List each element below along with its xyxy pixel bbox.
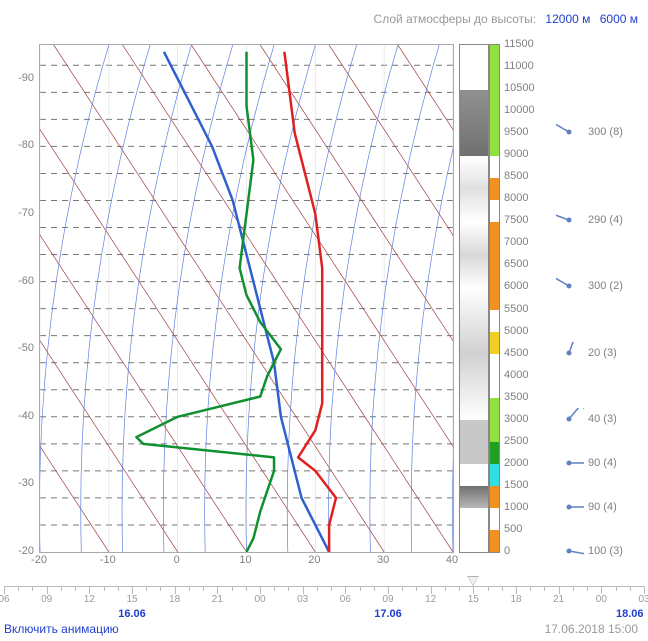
wind-barb: 300 (2) — [556, 275, 623, 297]
height-tick-label: 7500 — [504, 214, 528, 226]
height-tick-label: 5000 — [504, 325, 528, 337]
time-axis[interactable]: 0609121518210003060912151821000316.0617.… — [4, 576, 644, 622]
height-tick-label: 11500 — [504, 38, 534, 50]
time-tick-label: 00 — [596, 594, 607, 605]
day-label: 17.06 — [374, 608, 402, 620]
time-tick-label: 03 — [297, 594, 308, 605]
sounding-plot — [39, 44, 454, 553]
height-tick-label: 10500 — [504, 82, 535, 94]
time-tick-label: 03 — [638, 594, 648, 605]
wind-barb: 290 (4) — [556, 209, 623, 231]
sounding-widget: Слой атмосферы до высоты: 12000 м 6000 м… — [0, 0, 648, 641]
height-tick-label: 0 — [504, 545, 510, 557]
wind-column: 300 (8) 290 (4) 300 (2) 20 (3) 40 (3) 90 (4) 9… — [556, 44, 644, 551]
x-axis-labels: -20-10010203040 — [39, 554, 452, 570]
y-tick-label: -60 — [18, 275, 34, 287]
height-tick-label: 10000 — [504, 104, 535, 116]
x-tick-label: -20 — [31, 554, 47, 566]
y-tick-label: -50 — [18, 342, 34, 354]
height-tick-label: 5500 — [504, 303, 528, 315]
time-tick-label: 18 — [510, 594, 521, 605]
time-tick-label: 15 — [126, 594, 137, 605]
height-tick-label: 11000 — [504, 60, 534, 72]
wind-barb: 20 (3) — [556, 342, 617, 364]
height-tick-label: 9500 — [504, 126, 528, 138]
x-tick-label: 0 — [174, 554, 180, 566]
height-tick-label: 6000 — [504, 280, 528, 292]
height-tick-label: 8000 — [504, 192, 528, 204]
layer-colorstrip — [489, 44, 500, 553]
cloud-colorbar — [459, 44, 489, 553]
time-tick-label: 21 — [212, 594, 223, 605]
wind-label: 290 (4) — [588, 214, 623, 226]
time-tick-label: 12 — [425, 594, 436, 605]
height-tick-label: 4000 — [504, 369, 528, 381]
day-label: 16.06 — [118, 608, 146, 620]
y-tick-label: -30 — [18, 477, 34, 489]
height-tick-label: 8500 — [504, 170, 528, 182]
x-tick-label: 40 — [446, 554, 458, 566]
x-tick-label: -10 — [100, 554, 116, 566]
wind-barb: 40 (3) — [556, 408, 617, 430]
time-tick-label: 15 — [468, 594, 479, 605]
layer-label: Слой атмосферы до высоты: — [374, 12, 537, 26]
height-tick-label: 3500 — [504, 391, 528, 403]
wind-label: 20 (3) — [588, 347, 617, 359]
wind-barb: 100 (3) — [556, 540, 623, 562]
time-tick-label: 21 — [553, 594, 564, 605]
height-tick-label: 9000 — [504, 148, 528, 160]
height-tick-label: 2500 — [504, 435, 528, 447]
time-tick-label: 09 — [382, 594, 393, 605]
time-tick-label: 09 — [41, 594, 52, 605]
y-tick-label: -70 — [18, 207, 34, 219]
y-axis-labels: -90-80-70-60-50-40-30-20 — [4, 44, 36, 551]
y-tick-label: -80 — [18, 139, 34, 151]
wind-barb: 90 (4) — [556, 496, 617, 518]
height-tick-label: 7000 — [504, 236, 528, 248]
wind-barb: 90 (4) — [556, 452, 617, 474]
current-time-label: 17.06.2018 15:00 — [545, 622, 638, 636]
height-tick-label: 1500 — [504, 479, 528, 491]
height-tick-label: 6500 — [504, 258, 528, 270]
time-tick-label: 06 — [0, 594, 10, 605]
wind-label: 300 (8) — [588, 126, 623, 138]
x-tick-label: 30 — [377, 554, 389, 566]
wind-label: 90 (4) — [588, 501, 617, 513]
height-tick-label: 4500 — [504, 347, 528, 359]
height-labels: 0500100015002000250030003500400045005000… — [504, 44, 548, 551]
layer-link-6000[interactable]: 6000 м — [600, 12, 638, 26]
height-tick-label: 3000 — [504, 413, 528, 425]
wind-barb: 300 (8) — [556, 121, 623, 143]
time-tick-label: 18 — [169, 594, 180, 605]
height-tick-label: 2000 — [504, 457, 528, 469]
x-tick-label: 20 — [308, 554, 320, 566]
time-tick-label: 00 — [254, 594, 265, 605]
height-tick-label: 1000 — [504, 501, 528, 513]
time-marker[interactable] — [467, 576, 479, 586]
time-tick-label: 06 — [340, 594, 351, 605]
layer-link-12000[interactable]: 12000 м — [545, 12, 590, 26]
height-tick-label: 500 — [504, 523, 522, 535]
wind-label: 100 (3) — [588, 545, 623, 557]
animation-toggle[interactable]: Включить анимацию — [4, 622, 119, 636]
layer-selector: Слой атмосферы до высоты: 12000 м 6000 м — [374, 12, 638, 26]
x-tick-label: 10 — [239, 554, 251, 566]
day-label: 18.06 — [616, 608, 644, 620]
y-tick-label: -40 — [18, 410, 34, 422]
wind-label: 40 (3) — [588, 413, 617, 425]
wind-label: 90 (4) — [588, 457, 617, 469]
time-tick-label: 12 — [84, 594, 95, 605]
y-tick-label: -90 — [18, 72, 34, 84]
wind-label: 300 (2) — [588, 280, 623, 292]
